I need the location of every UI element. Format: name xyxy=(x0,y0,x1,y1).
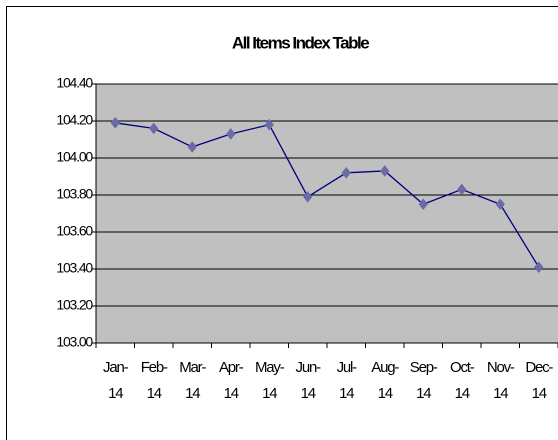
x-tick-label: Jun-14 xyxy=(295,359,322,402)
x-tick-label: Mar-14 xyxy=(179,359,206,402)
series-line xyxy=(115,122,540,268)
data-marker xyxy=(380,165,390,177)
y-tick-label: 103.40 xyxy=(56,260,93,276)
y-tick-label: 103.60 xyxy=(56,223,93,239)
y-tick-label: 104.00 xyxy=(56,149,93,165)
x-tick-label: Dec-14 xyxy=(525,359,553,402)
data-marker xyxy=(187,141,197,153)
x-tick-label: Sep-14 xyxy=(409,359,438,402)
x-tick-label: Aug-14 xyxy=(371,359,399,402)
x-tick-label: Jul-14 xyxy=(336,359,358,402)
x-tick-label: Oct-14 xyxy=(449,359,475,402)
y-tick-label: 103.00 xyxy=(56,334,93,350)
data-marker xyxy=(110,117,120,129)
data-marker xyxy=(495,198,505,211)
data-marker xyxy=(303,191,313,203)
x-tick-label: Jan-14 xyxy=(103,359,129,402)
plot-area xyxy=(96,84,558,343)
x-tick-label: Feb-14 xyxy=(140,359,168,402)
data-marker xyxy=(226,128,236,140)
y-tick-label: 104.20 xyxy=(56,112,93,128)
data-marker xyxy=(149,122,159,135)
x-tick-label: Apr-14 xyxy=(218,359,244,402)
data-marker xyxy=(534,261,544,273)
data-marker xyxy=(457,183,467,196)
data-marker xyxy=(418,198,428,211)
x-tick-label: Nov-14 xyxy=(486,359,515,402)
y-tick-label: 104.40 xyxy=(56,75,93,91)
chart-title: All Items Index Table xyxy=(232,33,369,52)
data-marker xyxy=(341,166,351,179)
y-tick-label: 103.20 xyxy=(56,297,93,313)
x-tick-label: May-14 xyxy=(254,359,285,402)
y-tick-label: 103.80 xyxy=(56,186,93,202)
data-marker xyxy=(264,118,274,131)
